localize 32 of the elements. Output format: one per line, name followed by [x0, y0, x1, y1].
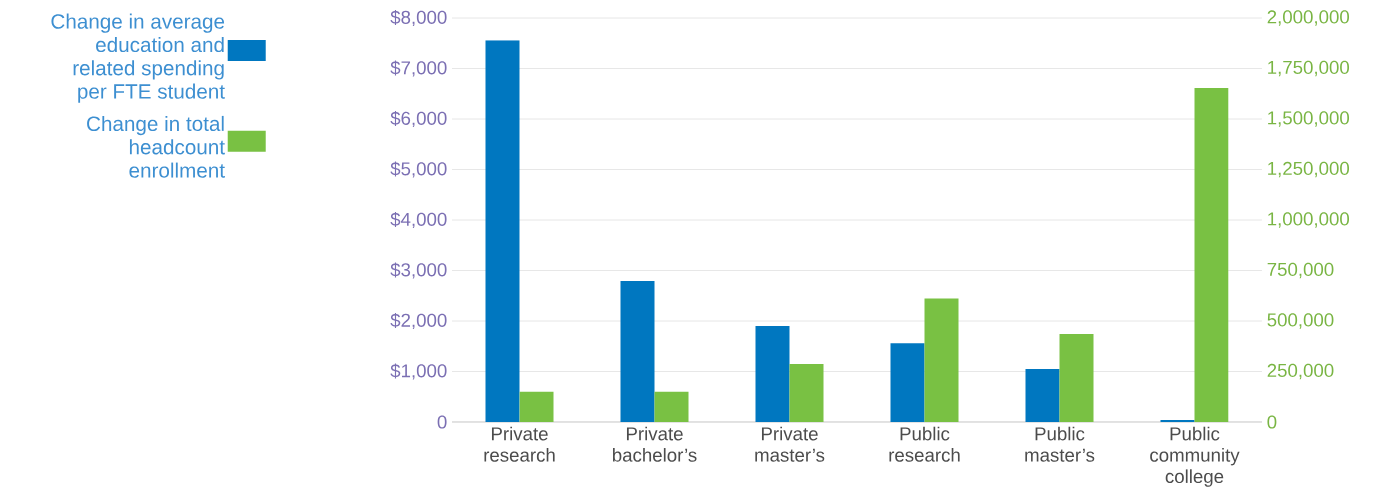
bar	[485, 40, 520, 422]
y-tick-label: $7,000	[390, 60, 447, 77]
bar	[654, 391, 689, 422]
bar	[1194, 88, 1229, 422]
bar	[519, 391, 554, 422]
x-tick-label: Private bachelor’s	[612, 426, 697, 462]
y2-tick-label: 1,750,000	[1268, 60, 1350, 77]
y-tick-label: $1,000	[390, 363, 447, 380]
y2-tick-label: 500,000	[1267, 313, 1334, 329]
x-tick-label: Public community college	[1150, 426, 1240, 487]
bar	[620, 281, 655, 422]
x-tick-label: Public master’s	[1025, 426, 1095, 462]
y-tick-label: $4,000	[390, 211, 447, 229]
y2-tick-label: 2,000,000	[1267, 10, 1350, 26]
legend-label: Change in total headcount enrollment	[87, 115, 225, 178]
y2-tick-label: 1,000,000	[1268, 212, 1350, 228]
y-tick-label: $3,000	[390, 262, 447, 279]
bar	[1160, 419, 1195, 422]
y2-tick-label: 0	[1267, 415, 1277, 429]
y-tick-label: $5,000	[390, 161, 447, 178]
y-tick-label: $8,000	[390, 9, 447, 27]
y2-tick-label: 750,000	[1267, 262, 1334, 279]
y-tick-label: $6,000	[390, 110, 447, 128]
y-tick-label: 0	[437, 415, 447, 429]
legend-label: Change in average education and related spending per FTE student	[51, 13, 225, 103]
y-tick-label: $2,000	[390, 312, 447, 330]
y2-tick-label: 250,000	[1267, 363, 1334, 380]
x-tick-label: Private research	[484, 426, 555, 462]
x-tick-label: Private master’s	[755, 426, 825, 462]
y2-tick-label: 1,500,000	[1268, 111, 1350, 127]
x-tick-label: Public research	[889, 426, 960, 462]
y2-tick-label: 1,250,000	[1268, 161, 1350, 178]
